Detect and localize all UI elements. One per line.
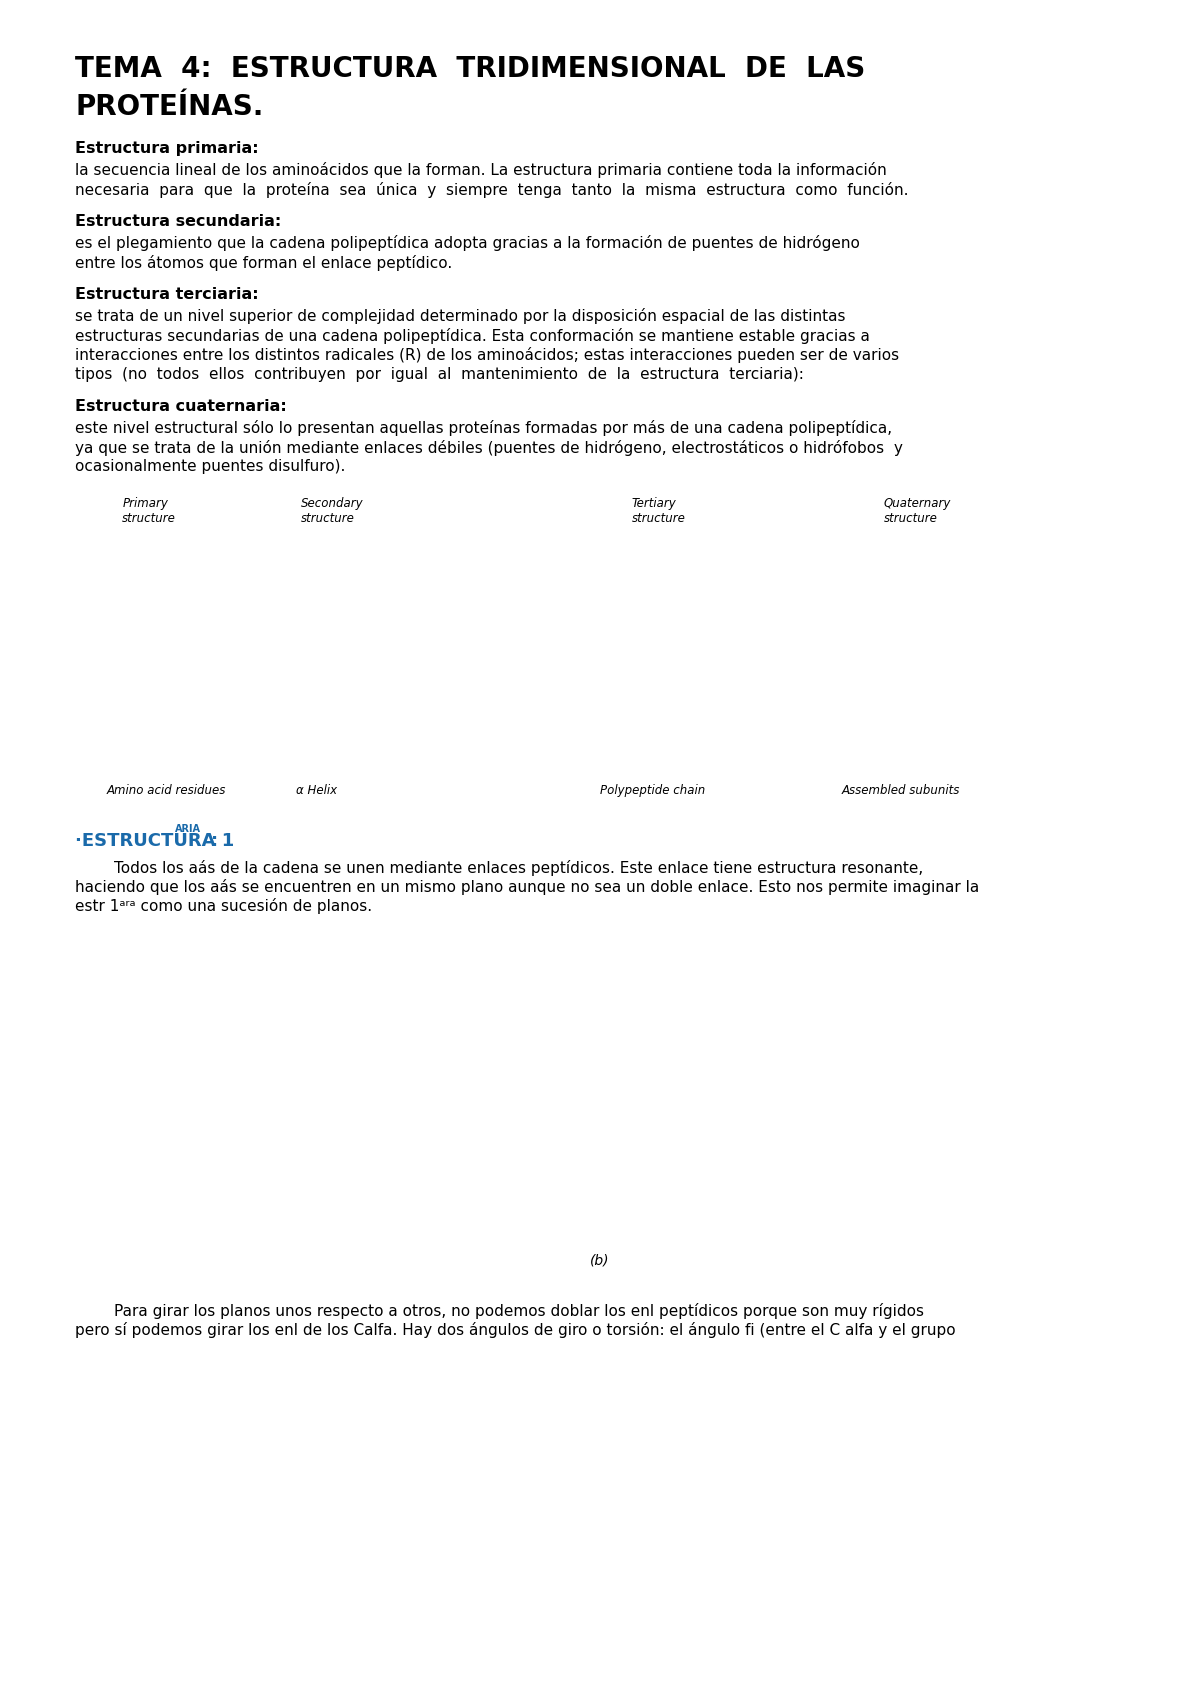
Text: Assembled subunits: Assembled subunits bbox=[841, 783, 960, 796]
Text: Polypeptide chain: Polypeptide chain bbox=[600, 783, 706, 796]
Text: estr 1ᵃʳᵃ como una sucesión de planos.: estr 1ᵃʳᵃ como una sucesión de planos. bbox=[74, 898, 372, 915]
Text: se trata de un nivel superior de complejidad determinado por la disposición espa: se trata de un nivel superior de complej… bbox=[74, 307, 846, 324]
Text: pero sí podemos girar los enl de los Calfa. Hay dos ángulos de giro o torsión: e: pero sí podemos girar los enl de los Cal… bbox=[74, 1323, 955, 1338]
Text: TEMA  4:  ESTRUCTURA  TRIDIMENSIONAL  DE  LAS: TEMA 4: ESTRUCTURA TRIDIMENSIONAL DE LAS bbox=[74, 54, 865, 83]
Text: ARIA: ARIA bbox=[175, 825, 200, 834]
Text: Quaternary
structure: Quaternary structure bbox=[883, 496, 950, 525]
Text: ocasionalmente puentes disulfuro).: ocasionalmente puentes disulfuro). bbox=[74, 458, 346, 474]
Text: Estructura secundaria:: Estructura secundaria: bbox=[74, 214, 281, 229]
Text: Estructura cuaternaria:: Estructura cuaternaria: bbox=[74, 399, 287, 414]
Text: entre los átomos que forman el enlace peptídico.: entre los átomos que forman el enlace pe… bbox=[74, 255, 452, 270]
Text: este nivel estructural sólo lo presentan aquellas proteínas formadas por más de : este nivel estructural sólo lo presentan… bbox=[74, 419, 892, 436]
Text: α Helix: α Helix bbox=[295, 783, 337, 796]
Text: haciendo que los aás se encuentren en un mismo plano aunque no sea un doble enla: haciendo que los aás se encuentren en un… bbox=[74, 880, 979, 895]
Text: es el plegamiento que la cadena polipeptídica adopta gracias a la formación de p: es el plegamiento que la cadena polipept… bbox=[74, 234, 860, 251]
Text: Estructura primaria:: Estructura primaria: bbox=[74, 141, 259, 156]
Text: Secondary
structure: Secondary structure bbox=[301, 496, 364, 525]
Text: Para girar los planos unos respecto a otros, no podemos doblar los enl peptídico: Para girar los planos unos respecto a ot… bbox=[74, 1302, 924, 1319]
Bar bbox=[74, 491, 1126, 812]
Text: la secuencia lineal de los aminoácidos que la forman. La estructura primaria con: la secuencia lineal de los aminoácidos q… bbox=[74, 161, 887, 178]
Text: (b): (b) bbox=[590, 1253, 610, 1267]
Text: :: : bbox=[211, 832, 218, 849]
Text: interacciones entre los distintos radicales (R) de los aminoácidos; estas intera: interacciones entre los distintos radica… bbox=[74, 346, 899, 363]
Text: estructuras secundarias de una cadena polipeptídica. Esta conformación se mantie: estructuras secundarias de una cadena po… bbox=[74, 328, 870, 343]
Text: Amino acid residues: Amino acid residues bbox=[107, 783, 226, 796]
Text: Estructura terciaria:: Estructura terciaria: bbox=[74, 287, 259, 302]
Bar bbox=[74, 937, 1126, 1274]
Text: Tertiary
structure: Tertiary structure bbox=[631, 496, 685, 525]
Text: necesaria  para  que  la  proteína  sea  única  y  siempre  tenga  tanto  la  mi: necesaria para que la proteína sea única… bbox=[74, 182, 908, 197]
Text: ·ESTRUCTURA 1: ·ESTRUCTURA 1 bbox=[74, 832, 234, 849]
Text: Todos los aás de la cadena se unen mediante enlaces peptídicos. Este enlace tien: Todos los aás de la cadena se unen media… bbox=[74, 859, 923, 876]
Text: PROTEÍNAS.: PROTEÍNAS. bbox=[74, 93, 263, 121]
Text: tipos  (no  todos  ellos  contribuyen  por  igual  al  mantenimiento  de  la  es: tipos (no todos ellos contribuyen por ig… bbox=[74, 367, 804, 382]
Text: ya que se trata de la unión mediante enlaces débiles (puentes de hidrógeno, elec: ya que se trata de la unión mediante enl… bbox=[74, 440, 902, 455]
Text: Primary
structure: Primary structure bbox=[122, 496, 176, 525]
